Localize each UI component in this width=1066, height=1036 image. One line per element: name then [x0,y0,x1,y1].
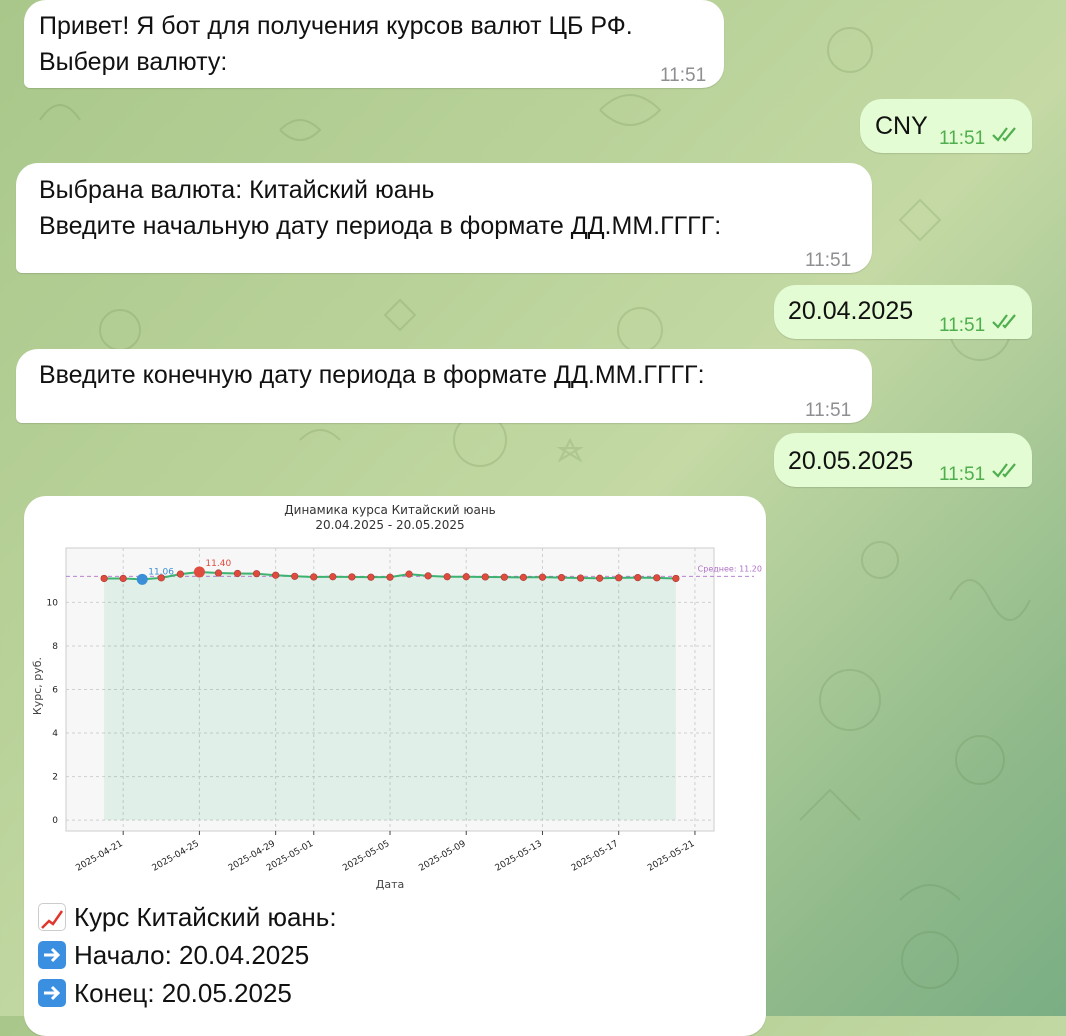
x-tick-label: 2025-05-09 [417,839,468,874]
min-label: 11.06 [148,567,174,577]
data-point [291,572,299,580]
read-checkmarks-icon [992,127,1016,142]
data-point [538,573,547,581]
data-point [615,574,623,582]
data-point [310,573,318,581]
chart-photo-message[interactable]: Динамика курса Китайский юань 20.04.2025… [24,496,766,1036]
message-text: Выбрана валюта: Китайский юань Введите н… [39,176,722,240]
data-point [272,571,280,579]
chart-increasing-icon [38,903,66,931]
right-arrow-icon [38,979,66,1007]
incoming-message[interactable]: Введите конечную дату периода в формате … [16,349,872,423]
right-arrow-icon [38,941,66,969]
caption-start-text: Начало: 20.04.2025 [74,940,310,970]
data-point [214,569,223,577]
y-tick-label: 2 [52,773,58,783]
data-point [576,574,585,582]
message-text: Привет! Я бот для получения курсов валют… [39,12,633,76]
chart-subtitle: 20.04.2025 - 20.05.2025 [315,518,464,532]
data-point [157,574,165,582]
y-tick-label: 4 [52,729,58,739]
y-tick-label: 0 [52,816,58,826]
data-point [386,573,394,581]
data-point [481,573,489,581]
y-tick-label: 8 [52,642,58,652]
chart-xlabel: Дата [376,878,404,891]
mean-label: Среднее: 11.20 [698,564,762,573]
x-tick-label: 2025-05-21 [646,839,696,874]
y-tick-label: 10 [47,598,59,608]
x-tick-label: 2025-04-25 [151,839,201,874]
data-point [424,572,432,580]
caption-line-end: Конец: 20.05.2025 [38,974,337,1012]
max-point [193,566,205,578]
data-point [443,573,451,581]
data-point [176,570,184,578]
message-text: 20.05.2025 [788,447,914,475]
read-checkmarks-icon [992,314,1016,329]
caption-line-start: Начало: 20.04.2025 [38,936,337,974]
message-time: 11:51 [805,250,852,271]
caption-rate-text: Курс Китайский юань: [74,902,337,932]
data-point [252,570,261,578]
x-tick-label: 2025-05-13 [494,839,544,874]
data-point [348,573,356,581]
message-text: 20.04.2025 [788,297,914,325]
data-point [557,574,566,582]
data-point [367,573,375,581]
x-tick-label: 2025-05-17 [570,839,620,874]
data-point [119,574,127,583]
data-point [519,573,528,581]
read-checkmarks-icon [992,463,1016,478]
message-time: 11:51 [939,464,986,485]
photo-caption: Курс Китайский юань: Начало: 20.04.2025 … [38,898,337,1012]
caption-end-text: Конец: 20.05.2025 [74,978,292,1008]
max-label: 11.40 [205,559,231,569]
data-point [100,574,108,583]
incoming-message[interactable]: Выбрана валюта: Китайский юань Введите н… [16,163,872,273]
caption-line-rate: Курс Китайский юань: [38,898,337,936]
outgoing-message[interactable]: 20.04.2025 11:51 [774,285,1032,339]
outgoing-message[interactable]: CNY 11:51 [860,99,1032,153]
data-point [653,574,661,582]
message-time: 11:51 [939,315,986,336]
outgoing-message[interactable]: 20.05.2025 11:51 [774,433,1032,487]
x-tick-label: 2025-05-05 [341,839,391,874]
data-point [405,570,413,578]
message-text: Введите конечную дату периода в формате … [39,361,705,389]
data-point [596,574,604,582]
data-point [462,573,470,581]
rate-chart[interactable]: Динамика курса Китайский юань 20.04.2025… [24,496,766,896]
series-area [104,571,676,821]
data-point [233,569,242,578]
x-tick-label: 2025-04-21 [74,839,124,874]
message-time: 11:51 [805,400,852,421]
chart-title: Динамика курса Китайский юань [284,503,495,517]
message-text: CNY [875,112,928,140]
min-point [136,573,148,585]
data-point [634,574,642,582]
chart-ylabel: Курс, руб. [31,657,44,715]
incoming-message[interactable]: Привет! Я бот для получения курсов валют… [24,0,724,88]
data-point [672,574,680,583]
y-tick-label: 6 [52,686,58,696]
message-time: 11:51 [939,128,986,149]
data-point [500,573,508,581]
data-point [329,573,337,581]
message-time: 11:51 [660,65,707,86]
